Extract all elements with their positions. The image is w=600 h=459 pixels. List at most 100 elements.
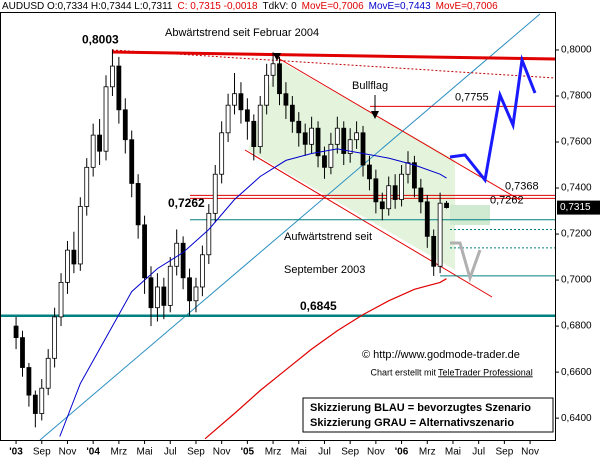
x-tick-label: '04 bbox=[86, 447, 100, 458]
candle-body bbox=[84, 166, 90, 207]
candle-body bbox=[193, 286, 199, 302]
downtrend-line bbox=[111, 50, 556, 61]
candle-body bbox=[180, 242, 186, 279]
candle-body bbox=[328, 143, 334, 168]
candle-body bbox=[174, 242, 180, 267]
candle-body bbox=[244, 109, 250, 122]
candle-body bbox=[347, 139, 353, 154]
candle-body bbox=[289, 104, 295, 122]
candle-body bbox=[97, 134, 102, 152]
blue-scenario bbox=[449, 54, 537, 184]
candle-body bbox=[103, 86, 109, 152]
level-label: 0,7262 bbox=[490, 195, 524, 207]
header-part: MovE=0,7443 bbox=[369, 1, 431, 12]
candle-body bbox=[264, 74, 270, 106]
candle-body bbox=[270, 63, 276, 76]
candle-body bbox=[354, 132, 359, 141]
level-label: 0,7755 bbox=[455, 91, 489, 103]
credit-link: TeleTrader Professional bbox=[438, 367, 533, 377]
candle-body bbox=[418, 187, 424, 203]
legend-text: Skizzierung GRAU = Alternativszenario bbox=[310, 417, 514, 429]
uptrend-label: Aufwärtstrend seit bbox=[284, 231, 372, 243]
candle-body bbox=[148, 277, 154, 309]
candle-body bbox=[437, 202, 443, 267]
y-tick-label: 0,6400 bbox=[561, 413, 592, 424]
legend-box bbox=[302, 397, 554, 433]
candle-body bbox=[283, 93, 289, 106]
candle-body bbox=[32, 394, 38, 414]
candle-body bbox=[13, 325, 19, 339]
candle-body bbox=[39, 387, 45, 414]
candle-body bbox=[58, 281, 64, 318]
x-tick-label: Sep bbox=[187, 447, 205, 458]
x-tick-label: Jul bbox=[164, 447, 177, 458]
candle-body bbox=[135, 183, 141, 226]
channel-lower bbox=[244, 149, 493, 298]
arrow bbox=[273, 53, 281, 61]
header-part: MovE=0,7006 bbox=[302, 1, 364, 12]
candle-body bbox=[155, 286, 160, 309]
level-label: 0,7262 bbox=[168, 196, 205, 210]
candle-body bbox=[309, 127, 315, 145]
candle-body bbox=[405, 162, 411, 175]
arrow bbox=[371, 111, 379, 119]
grey-scenario bbox=[450, 241, 482, 283]
candle-body bbox=[199, 254, 205, 288]
candle-body bbox=[161, 286, 167, 306]
candle-body bbox=[20, 337, 25, 368]
candle-body bbox=[251, 120, 257, 148]
x-tick-label: '06 bbox=[395, 447, 409, 458]
candle-body bbox=[412, 162, 417, 189]
candle-body bbox=[322, 155, 327, 168]
y-tick-label: 0,7000 bbox=[561, 275, 592, 286]
flag-area bbox=[248, 60, 455, 270]
candle-body bbox=[225, 104, 231, 134]
price-tag-label: 0,7315 bbox=[560, 202, 591, 213]
candle-body bbox=[277, 63, 282, 95]
y-tick-label: 0,7800 bbox=[561, 91, 592, 102]
x-tick-label: Sep bbox=[495, 447, 513, 458]
candle-body bbox=[431, 235, 437, 267]
candle-body bbox=[444, 202, 449, 208]
moving-average bbox=[59, 148, 447, 437]
target-area bbox=[450, 205, 490, 225]
x-tick-label: Jul bbox=[318, 447, 331, 458]
candle-body bbox=[379, 201, 385, 210]
uptrend-line bbox=[39, 13, 541, 441]
candle-body bbox=[399, 173, 404, 200]
x-tick-label: Sep bbox=[33, 447, 51, 458]
x-tick-label: Mrz bbox=[419, 447, 436, 458]
uptrend-label: September 2003 bbox=[284, 264, 365, 276]
candle-body bbox=[334, 127, 340, 145]
x-tick-label: Jul bbox=[472, 447, 485, 458]
candle-body bbox=[26, 367, 32, 396]
candle-body bbox=[360, 132, 366, 166]
candle-body bbox=[257, 104, 263, 148]
x-tick-label: Nov bbox=[367, 447, 385, 458]
x-tick-label: '03 bbox=[9, 447, 23, 458]
candle-body bbox=[424, 201, 430, 237]
x-tick-label: Mrz bbox=[111, 447, 128, 458]
level-label: 0,8003 bbox=[82, 32, 119, 46]
candle-body bbox=[212, 173, 218, 214]
candle-body bbox=[71, 249, 77, 265]
candle-body bbox=[392, 185, 398, 200]
plot-border bbox=[0, 12, 556, 441]
x-tick-label: Nov bbox=[59, 447, 77, 458]
header-part: MovE=0,7006 bbox=[436, 1, 498, 12]
candle-body bbox=[45, 357, 51, 389]
x-tick-label: Mai bbox=[137, 447, 153, 458]
x-tick-label: Mai bbox=[291, 447, 307, 458]
candle-body bbox=[167, 265, 173, 306]
header: AUDUSD O:0,7334 H:0,7344 L:0,7311 C: 0,73… bbox=[2, 1, 498, 12]
candle-body bbox=[187, 277, 192, 302]
moving-average bbox=[204, 278, 447, 440]
price-tag bbox=[557, 200, 600, 215]
candle-body bbox=[110, 65, 115, 88]
y-tick-label: 0,7200 bbox=[561, 229, 592, 240]
level-label: 0,6845 bbox=[300, 299, 337, 313]
candle-body bbox=[373, 178, 379, 203]
legend-text: Skizzierung BLAU = bevorzugtes Szenario bbox=[310, 402, 531, 414]
candle-body bbox=[77, 206, 83, 265]
